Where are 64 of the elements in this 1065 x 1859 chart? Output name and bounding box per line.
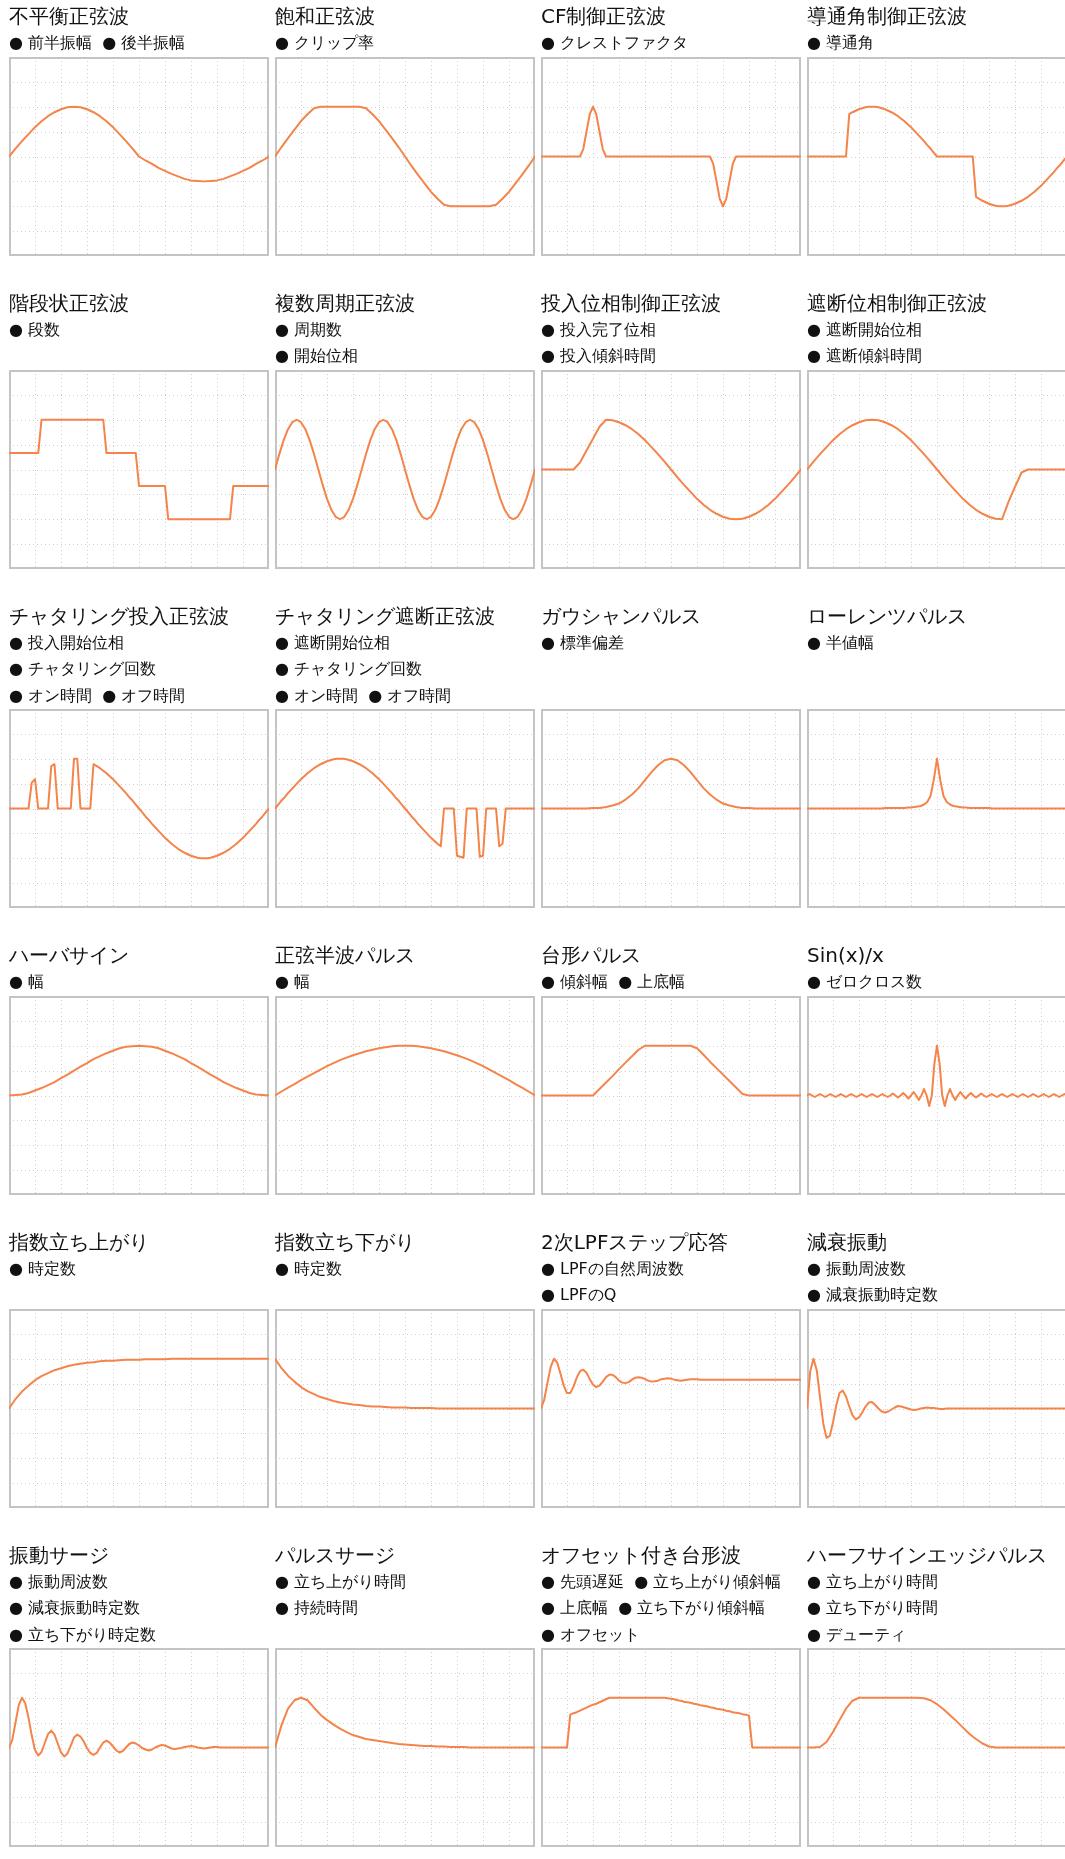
text: ● 立ち下がり時間 [807, 1597, 940, 1619]
text: ● 先頭遅延 ● 立ち上がり傾斜幅 [541, 1570, 783, 1593]
text: ● 遮断開始位相 [275, 631, 392, 654]
text: ● 前半振幅 ● 後半振幅 [9, 32, 187, 54]
text: ● 半値幅 [807, 631, 876, 654]
text: ● LPFのQ [541, 1284, 618, 1306]
text: ● 遮断傾斜時間 [807, 345, 924, 367]
text: ● ゼロクロス数 [807, 971, 924, 993]
text: ● チャタリング回数 [9, 658, 158, 680]
chart-title: 正弦半波パルス [275, 942, 416, 969]
text: ● 投入完了位相 [541, 318, 658, 341]
text: ● 投入開始位相 [9, 631, 126, 654]
text: ● 幅 [9, 971, 46, 993]
text: ● 導通角 [807, 32, 876, 54]
text: ● 時定数 [9, 1257, 78, 1280]
text: ● 開始位相 [275, 345, 360, 367]
chart-title: 遮断位相制御正弦波 [807, 289, 988, 317]
chart-title: Sin(x)/x [807, 942, 885, 969]
chart-title: ハーバサイン [9, 942, 130, 969]
text: ● 周期数 [275, 318, 344, 341]
text: ● LPFの自然周波数 [541, 1257, 685, 1280]
chart-title: 2次LPFステップ応答 [541, 1228, 730, 1256]
text: ● 持続時間 [275, 1597, 360, 1619]
text: ● 遮断開始位相 [807, 318, 924, 341]
chart-title: ガウシャンパルス [541, 602, 702, 630]
text: ● 立ち下がり時定数 [9, 1623, 158, 1646]
text: ● 傾斜幅 ● 上底幅 [541, 971, 687, 993]
text: ● 減衰振動時定数 [807, 1284, 940, 1306]
text: ● 振動周波数 [807, 1257, 908, 1280]
text: ● 減衰振動時定数 [9, 1597, 142, 1619]
chart-title: 指数立ち下がり [275, 1228, 416, 1256]
text: ● オフセット [541, 1623, 642, 1646]
chart-title: 投入位相制御正弦波 [541, 289, 722, 317]
text: ● デューティ [807, 1623, 908, 1646]
chart-title: 指数立ち上がり [9, 1228, 150, 1256]
text: ● チャタリング回数 [275, 658, 424, 680]
text: ● 立ち上がり時間 [275, 1570, 408, 1593]
chart-title: 複数周期正弦波 [275, 289, 416, 317]
chart-title: チャタリング遮断正弦波 [275, 602, 496, 630]
chart-title: 階段状正弦波 [9, 289, 130, 317]
text: ● 標準偏差 [541, 631, 626, 654]
chart-title: 飽和正弦波 [275, 3, 376, 30]
chart-title: 台形パルス [541, 942, 642, 969]
chart-title: パルスサージ [275, 1541, 396, 1569]
chart-title: ローレンツパルス [807, 602, 968, 630]
text: ● クリップ率 [275, 32, 376, 54]
text: ● 段数 [9, 318, 62, 341]
chart-title: ハーフサインエッジパルス [807, 1541, 1048, 1569]
text: ● オン時間 ● オフ時間 [275, 684, 453, 707]
chart-title: オフセット付き台形波 [541, 1541, 742, 1569]
text: ● 時定数 [275, 1257, 344, 1280]
chart-title: チャタリング投入正弦波 [9, 602, 230, 630]
text: ● 投入傾斜時間 [541, 345, 658, 367]
text: ● 振動周波数 [9, 1570, 110, 1593]
chart-title: CF制御正弦波 [541, 3, 668, 30]
text: ● クレストファクタ [541, 32, 690, 54]
text: ● オン時間 ● オフ時間 [9, 684, 187, 707]
chart-title: 導通角制御正弦波 [807, 3, 968, 30]
text: ● 幅 [275, 971, 312, 993]
text: ● 上底幅 ● 立ち下がり傾斜幅 [541, 1597, 767, 1619]
chart-title: 不平衡正弦波 [9, 3, 130, 30]
chart-title: 振動サージ [9, 1541, 110, 1569]
text: ● 立ち上がり時間 [807, 1570, 940, 1593]
chart-title: 減衰振動 [807, 1228, 888, 1256]
